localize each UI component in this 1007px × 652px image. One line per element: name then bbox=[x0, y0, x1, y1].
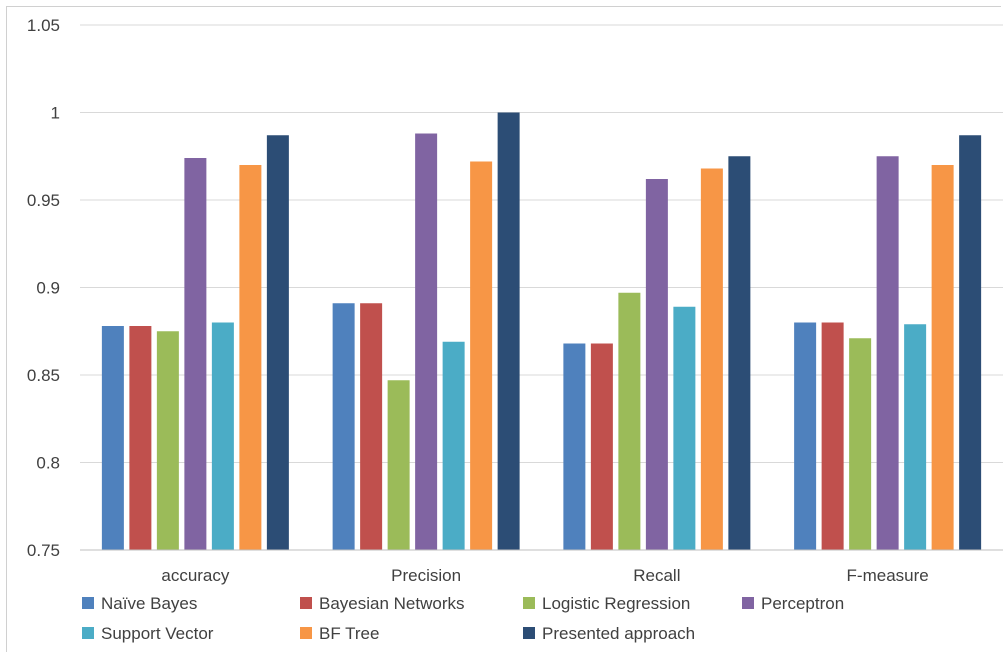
y-tick-label: 0.8 bbox=[36, 454, 60, 473]
legend-swatch bbox=[300, 627, 312, 639]
bar-bayesian-networks-recall bbox=[591, 344, 613, 551]
legend-swatch bbox=[82, 597, 94, 609]
y-tick-label: 0.9 bbox=[36, 279, 60, 298]
y-tick-label: 1 bbox=[51, 104, 60, 123]
legend-label: Naïve Bayes bbox=[101, 594, 197, 613]
bar-logistic-regression-f-measure bbox=[849, 338, 871, 550]
legend-item: Perceptron bbox=[742, 594, 844, 613]
legend-label: Bayesian Networks bbox=[319, 594, 465, 613]
legend-label: BF Tree bbox=[319, 624, 379, 643]
bar-na-ve-bayes-accuracy bbox=[102, 326, 124, 550]
bars bbox=[102, 113, 981, 551]
bar-perceptron-accuracy bbox=[184, 158, 206, 550]
bar-na-ve-bayes-precision bbox=[333, 303, 355, 550]
bar-perceptron-recall bbox=[646, 179, 668, 550]
bar-support-vector-recall bbox=[673, 307, 695, 550]
legend-item: Presented approach bbox=[523, 624, 695, 643]
bar-bf-tree-precision bbox=[470, 162, 492, 551]
legend-label: Logistic Regression bbox=[542, 594, 690, 613]
bar-bf-tree-recall bbox=[701, 169, 723, 551]
legend-item: Support Vector bbox=[82, 624, 214, 643]
y-tick-label: 0.75 bbox=[27, 541, 60, 560]
y-tick-label: 0.95 bbox=[27, 191, 60, 210]
legend-swatch bbox=[742, 597, 754, 609]
bar-logistic-regression-precision bbox=[388, 380, 410, 550]
bar-presented-approach-precision bbox=[498, 113, 520, 551]
legend-item: Logistic Regression bbox=[523, 594, 690, 613]
y-tick-label: 0.85 bbox=[27, 366, 60, 385]
legend-item: Bayesian Networks bbox=[300, 594, 465, 613]
legend-swatch bbox=[82, 627, 94, 639]
bar-support-vector-accuracy bbox=[212, 323, 234, 551]
bar-logistic-regression-accuracy bbox=[157, 331, 179, 550]
bar-support-vector-f-measure bbox=[904, 324, 926, 550]
x-axis-category-labels: accuracy Precision Recall F-measure bbox=[161, 566, 928, 585]
legend-label: Perceptron bbox=[761, 594, 844, 613]
bar-bf-tree-f-measure bbox=[932, 165, 954, 550]
bar-presented-approach-f-measure bbox=[959, 135, 981, 550]
legend-label: Support Vector bbox=[101, 624, 214, 643]
bar-support-vector-precision bbox=[443, 342, 465, 550]
bar-na-ve-bayes-f-measure bbox=[794, 323, 816, 551]
legend: Naïve Bayes Bayesian Networks Logistic Reg… bbox=[82, 594, 844, 643]
bar-logistic-regression-recall bbox=[618, 293, 640, 550]
x-category-label: F-measure bbox=[847, 566, 929, 585]
bar-perceptron-precision bbox=[415, 134, 437, 551]
legend-label: Presented approach bbox=[542, 624, 695, 643]
x-category-label: accuracy bbox=[161, 566, 230, 585]
legend-swatch bbox=[300, 597, 312, 609]
x-category-label: Precision bbox=[391, 566, 461, 585]
legend-item: Naïve Bayes bbox=[82, 594, 197, 613]
x-category-label: Recall bbox=[633, 566, 680, 585]
bar-na-ve-bayes-recall bbox=[563, 344, 585, 551]
bar-bayesian-networks-f-measure bbox=[822, 323, 844, 551]
bar-bayesian-networks-precision bbox=[360, 303, 382, 550]
bar-bayesian-networks-accuracy bbox=[129, 326, 151, 550]
y-axis-tick-labels: 0.75 0.8 0.85 0.9 0.95 1 1.05 bbox=[27, 16, 60, 560]
legend-swatch bbox=[523, 627, 535, 639]
legend-swatch bbox=[523, 597, 535, 609]
y-tick-label: 1.05 bbox=[27, 16, 60, 35]
bar-perceptron-f-measure bbox=[877, 156, 899, 550]
bar-presented-approach-recall bbox=[728, 156, 750, 550]
bar-bf-tree-accuracy bbox=[239, 165, 261, 550]
legend-item: BF Tree bbox=[300, 624, 379, 643]
bar-presented-approach-accuracy bbox=[267, 135, 289, 550]
